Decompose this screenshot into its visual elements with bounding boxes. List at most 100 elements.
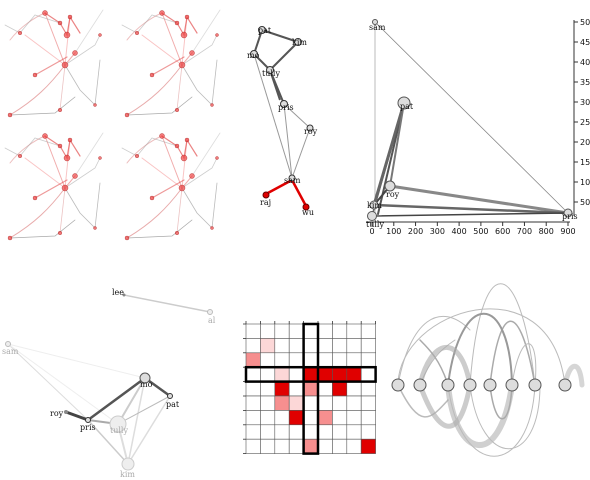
matrix-cell [288, 438, 304, 454]
matrix-cell [317, 366, 333, 382]
graph-edge [117, 377, 146, 425]
tree-node-kim [294, 38, 302, 46]
y-axis-ticks: 500 450 400 350 300 250 200 150 100 50 [574, 18, 590, 207]
matrix-cell [303, 438, 319, 454]
matrix-cell [303, 323, 319, 339]
graph-edge [117, 395, 171, 425]
matrix-cell [274, 438, 290, 454]
tree-label-kim: kim [292, 38, 307, 47]
graph-node-pris [85, 417, 91, 423]
small-multiple-graph-1 [4, 9, 104, 118]
matrix-cell [260, 352, 276, 368]
matrix-cell [260, 438, 276, 454]
matrix-cell [288, 424, 304, 440]
matrix-cell [303, 381, 319, 397]
matrix-cell [303, 410, 319, 426]
scatter-label-pris: pris [562, 212, 578, 221]
scatter-edge [389, 102, 405, 187]
arc-edge [469, 384, 541, 450]
matrix-cell [288, 323, 304, 339]
matrix-cell [346, 424, 362, 440]
matrix-cell [317, 352, 333, 368]
matrix-cell [317, 424, 333, 440]
graph-node-mo [139, 372, 151, 384]
arc-edge [417, 345, 473, 388]
tree-edge [269, 41, 299, 71]
tree-node-pat [258, 26, 266, 34]
matrix-cell [245, 323, 261, 339]
matrix-cell [260, 410, 276, 426]
graph-edge [87, 419, 129, 465]
matrix-cell [274, 323, 290, 339]
y-axis-tick-label: 350 [580, 78, 590, 87]
matrix-cell [260, 338, 276, 354]
matrix-cell [288, 338, 304, 354]
tree-node-wu [302, 203, 310, 211]
tree-label-roy: roy [304, 127, 318, 136]
matrix-cell [274, 338, 290, 354]
scatter-label-tully: tully [366, 220, 384, 229]
arc-node-3 [441, 378, 455, 392]
matrix-cell [260, 381, 276, 397]
graph-node-roy [64, 410, 68, 414]
arc-edge [397, 384, 449, 418]
matrix-cell [346, 338, 362, 354]
arc-node-4 [463, 378, 477, 392]
x-axis-tick-label: 0 [369, 227, 374, 236]
tree-node-sam [288, 174, 296, 182]
arc-edge [489, 384, 513, 420]
matrix-cell [303, 424, 319, 440]
scatter-edge [371, 212, 569, 217]
matrix-cell [260, 323, 276, 339]
matrix-cell [274, 424, 290, 440]
matrix-cell [303, 366, 319, 382]
matrix-cell [332, 338, 348, 354]
small-multiples-panel [4, 9, 221, 241]
matrix-cell [303, 352, 319, 368]
matrix-cells [245, 323, 376, 454]
tree-node-tully [266, 66, 274, 74]
graph-edge [123, 294, 211, 313]
matrix-tick-marks [243, 321, 377, 455]
x-axis-tick-label: 100 [386, 227, 401, 236]
arc-edge [447, 384, 536, 457]
graph-label-mo: mo [140, 380, 153, 389]
tree-edge [291, 127, 311, 179]
y-axis-tick-label: 300 [580, 98, 590, 107]
matrix-cell [346, 395, 362, 411]
x-axis-tick-label: 300 [430, 227, 445, 236]
y-axis-tick-label: 100 [580, 178, 590, 187]
y-axis-tick-label: 400 [580, 58, 590, 67]
y-axis-tick-label: 150 [580, 158, 590, 167]
graph-label-kim: kim [120, 470, 135, 479]
matrix-cell [332, 323, 348, 339]
arc-diagram-panel [391, 283, 585, 457]
small-multiple-graph-2 [121, 9, 221, 118]
y-axis-tick-label: 50 [580, 198, 590, 207]
x-axis-tick-label: 200 [408, 227, 423, 236]
small-multiple-graph-3 [4, 132, 104, 241]
scatter-node-pris [563, 208, 573, 218]
matrix-cell [245, 366, 261, 382]
graph-node-tully [109, 415, 127, 433]
graph-edge [127, 377, 146, 465]
y-axis-tick-label: 450 [580, 38, 590, 47]
matrix-cell [245, 381, 261, 397]
matrix-cell [360, 352, 376, 368]
matrix-cell [274, 352, 290, 368]
matrix-cell [288, 366, 304, 382]
matrix-column-highlight [302, 322, 320, 455]
matrix-cell [360, 410, 376, 426]
graph-edge [127, 395, 171, 465]
arc-node-2 [413, 378, 427, 392]
matrix-cell [332, 381, 348, 397]
matrix-cell [317, 438, 333, 454]
tree-label-sam: sam [284, 176, 301, 185]
scatter-edge [371, 102, 405, 217]
tree-diagram-panel: pat kim mo tully pris roy sam raj wu [247, 26, 318, 217]
scatter-edge [372, 203, 570, 215]
y-axis-tick-label: 500 [580, 18, 590, 27]
graph-label-tully: tully [110, 426, 128, 435]
tree-label-mo: mo [247, 51, 260, 60]
